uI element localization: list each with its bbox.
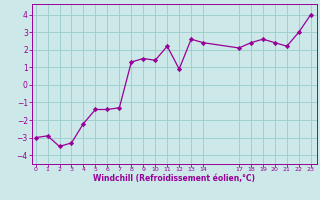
X-axis label: Windchill (Refroidissement éolien,°C): Windchill (Refroidissement éolien,°C) <box>93 174 255 183</box>
